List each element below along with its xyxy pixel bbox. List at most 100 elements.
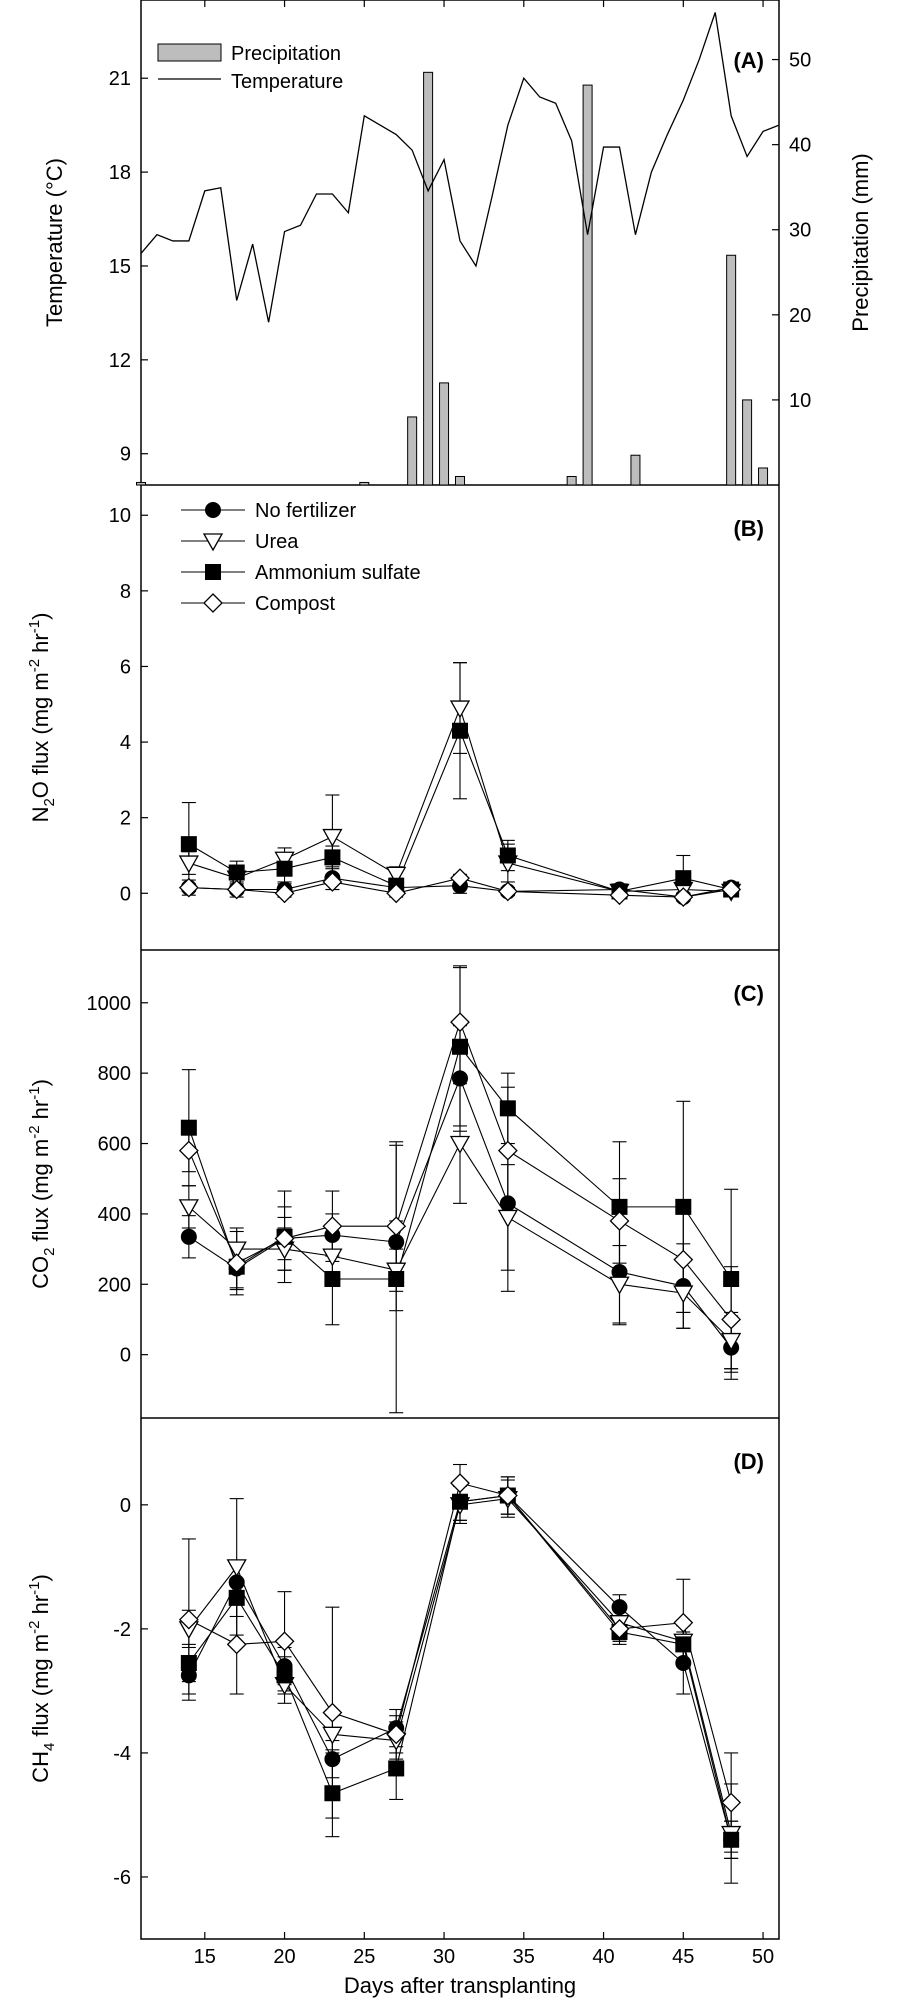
precipitation-bar	[630, 454, 641, 486]
x-tick-label: 35	[513, 1946, 535, 1968]
series-line-diamond	[188, 877, 732, 898]
point-diamond	[609, 885, 630, 906]
point-diamond	[609, 1211, 630, 1231]
point-diamond	[497, 1485, 518, 1506]
point-square	[276, 860, 293, 877]
point-square	[324, 1271, 341, 1288]
legend-label: No fertilizer	[255, 500, 356, 522]
point-diamond	[450, 868, 470, 889]
point-diamond	[450, 1473, 470, 1494]
point-triangle-down	[178, 855, 199, 874]
y-axis-label: CO2 flux (mg m-2 hr-1)	[26, 1079, 58, 1289]
y-tick-label: 0	[120, 1345, 131, 1367]
panel-a-precipitation-temperature: 9 12 15 18 21 10 20 30 40 50 Temperature (°C) Preci…	[42, 12, 873, 486]
series-line-square	[188, 1045, 732, 1280]
point-square	[675, 1198, 692, 1215]
precipitation-bar	[742, 399, 753, 486]
point-circle	[499, 1195, 516, 1212]
y2-tick-label: 30	[789, 220, 811, 242]
y-axis-label: CH4 flux (mg m-2 hr-1)	[26, 1574, 58, 1783]
point-diamond	[386, 883, 407, 904]
point-diamond	[274, 1631, 295, 1652]
point-diamond	[178, 1609, 199, 1630]
point-square	[452, 1038, 468, 1055]
precipitation-bar	[359, 481, 370, 486]
y2-tick-label: 10	[789, 390, 811, 412]
legend-label: Urea	[255, 531, 299, 553]
point-square	[180, 1654, 197, 1671]
precipitation-bar	[582, 84, 593, 486]
point-square	[228, 1589, 245, 1606]
point-triangle-down	[226, 1241, 247, 1260]
precipitation-bar	[423, 71, 434, 486]
y2-axis-label: Precipitation (mm)	[848, 153, 873, 331]
y-tick-label: 2	[120, 808, 131, 830]
point-circle	[324, 1751, 341, 1768]
x-tick-label: 20	[273, 1946, 295, 1968]
point-circle	[452, 1070, 468, 1087]
point-square	[499, 847, 516, 864]
y-tick-label: 9	[120, 444, 131, 466]
point-triangle-down	[226, 1559, 247, 1578]
y-axis-label-part: 4	[41, 1743, 58, 1751]
point-triangle-down	[322, 1726, 343, 1745]
precipitation-bar	[758, 467, 769, 486]
y-axis-label-part: -1	[26, 1582, 43, 1595]
y-axis-label-part: -1	[26, 1086, 43, 1099]
y-tick-label: -6	[113, 1867, 131, 1889]
point-square	[452, 1493, 468, 1510]
point-square	[675, 870, 692, 887]
series-line-circle	[188, 877, 732, 898]
point-diamond	[386, 1216, 407, 1237]
y-axis-label-part: flux (mg m	[28, 1634, 53, 1743]
point-square	[276, 1667, 293, 1684]
point-square	[180, 1119, 197, 1136]
y-axis-label-part: -1	[26, 620, 43, 633]
y-tick-label: -2	[113, 1619, 131, 1641]
series-line-circle	[188, 1494, 732, 1840]
y-axis-label-part: -2	[26, 659, 43, 672]
legend-marker-circle	[205, 502, 221, 518]
point-square	[675, 1636, 692, 1653]
series-line-triangle-down	[188, 1498, 732, 1834]
point-triangle-down	[322, 1248, 343, 1267]
figure-frame	[140, 0, 780, 1940]
x-axis-label: Days after transplanting	[344, 1973, 576, 1998]
panel-label: (D)	[733, 1449, 764, 1474]
point-triangle-down	[449, 700, 471, 719]
series-line-diamond	[188, 1020, 732, 1320]
point-square	[228, 864, 245, 881]
point-triangle-down	[322, 828, 343, 847]
y-tick-label: 21	[109, 68, 131, 90]
point-square	[723, 1831, 740, 1848]
y-tick-label: 15	[109, 256, 131, 278]
y-axis-label-part: )	[28, 1574, 53, 1581]
x-tick-label: 45	[672, 1946, 694, 1968]
legend-label: Temperature	[231, 71, 343, 93]
y-axis-label-part: hr	[28, 633, 53, 659]
precipitation-bar	[455, 475, 465, 486]
y-tick-label: 1000	[87, 993, 132, 1015]
series-line-square	[188, 1494, 732, 1840]
point-diamond	[178, 1140, 199, 1161]
x-tick-label: 15	[194, 1946, 216, 1968]
point-diamond	[721, 1309, 742, 1330]
y-axis-label-part: 2	[41, 1248, 58, 1256]
y-tick-label: 0	[120, 1495, 131, 1517]
y-axis-label-part: )	[28, 613, 53, 620]
y-tick-label: 200	[98, 1274, 131, 1296]
legend-marker-triangle-down	[202, 533, 224, 552]
point-diamond	[673, 887, 694, 907]
point-diamond	[386, 1724, 407, 1745]
precipitation-bar	[439, 382, 450, 486]
series-line-diamond	[188, 1482, 732, 1803]
x-tick-label: 50	[752, 1946, 774, 1968]
y-axis-label-part: )	[28, 1079, 53, 1086]
x-tick-label: 25	[353, 1946, 375, 1968]
point-diamond	[450, 1012, 470, 1033]
point-square	[499, 1100, 516, 1117]
precipitation-bar	[566, 475, 577, 486]
x-axis: 15 20 25 30 35 40 45 50	[194, 0, 774, 1968]
y2-tick-label: 50	[789, 50, 811, 72]
y-axis-label: N2O flux (mg m-2 hr-1)	[26, 613, 58, 823]
